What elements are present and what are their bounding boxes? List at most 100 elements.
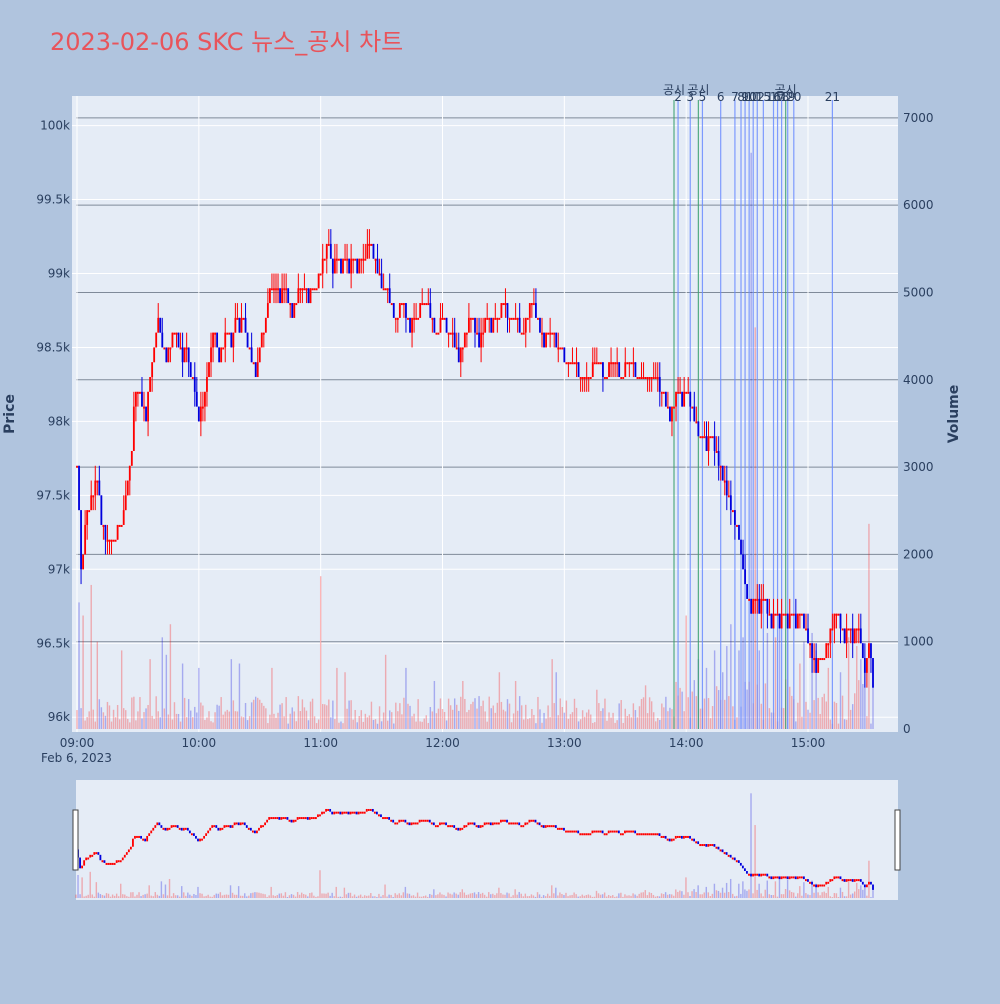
slider-price-mark <box>382 817 384 820</box>
time-tick-label: 13:00 <box>547 736 582 750</box>
slider-volume-bar <box>390 894 392 898</box>
slider-volume-bar <box>337 896 339 898</box>
slider-price-mark <box>768 876 771 879</box>
candle-body <box>380 273 383 289</box>
volume-bar <box>640 698 643 729</box>
slider-price-mark <box>219 827 222 831</box>
slider-volume-bar <box>443 894 445 898</box>
volume-bar <box>728 696 730 729</box>
candle-body <box>859 628 862 644</box>
candle-body <box>662 391 665 394</box>
slider-volume-bar <box>748 889 750 898</box>
volume-bar <box>311 698 314 729</box>
slider-price-mark <box>123 854 126 858</box>
volume-bar <box>313 716 316 729</box>
volume-bar <box>750 152 752 730</box>
slider-volume-bar <box>254 892 256 898</box>
candle-body <box>242 317 245 320</box>
candle-body <box>260 332 263 348</box>
candle-body <box>116 524 119 540</box>
volume-bar <box>435 713 438 729</box>
range-slider-left-handle[interactable] <box>72 809 79 871</box>
volume-bar <box>106 701 109 729</box>
slider-volume-bar <box>201 893 203 898</box>
slider-price-mark <box>536 822 539 825</box>
slider-volume-bar <box>827 886 829 898</box>
candle-body <box>504 303 507 306</box>
slider-volume-bar <box>561 894 563 898</box>
candle-body <box>262 332 265 335</box>
candle-body <box>512 317 515 320</box>
volume-bar <box>827 667 830 729</box>
candle-body <box>545 332 547 348</box>
slider-price-mark <box>558 827 561 830</box>
price-plot-area[interactable] <box>72 96 898 732</box>
slider-price-mark <box>426 819 429 822</box>
slider-price-mark <box>774 876 777 879</box>
slider-volume-bar <box>620 892 622 898</box>
range-slider[interactable] <box>76 780 898 900</box>
slider-volume-bar <box>683 894 685 898</box>
x-axis-date: Feb 6, 2023 <box>41 751 112 765</box>
slider-price-mark <box>542 825 545 828</box>
candle-body <box>778 613 781 629</box>
candle-body <box>537 317 539 320</box>
slider-volume-bar <box>695 892 697 898</box>
slider-volume-bar <box>105 893 108 898</box>
candle-body <box>530 303 533 306</box>
volume-bar <box>447 698 450 729</box>
slider-volume-bar <box>506 892 508 898</box>
volume-bar <box>642 697 645 729</box>
candle-body <box>285 288 288 291</box>
slider-price-mark <box>672 838 675 841</box>
slider-volume-bar <box>463 892 466 898</box>
candle-body <box>841 628 844 631</box>
volume-bar <box>612 712 614 729</box>
slider-price-mark <box>796 876 799 880</box>
slider-volume-bar <box>402 892 405 898</box>
slider-price-mark <box>400 819 403 822</box>
slider-price-mark <box>127 849 130 853</box>
slider-price-mark <box>504 819 506 822</box>
slider-price-mark <box>561 827 563 830</box>
candle-body <box>398 303 401 318</box>
slider-volume-bar <box>612 895 614 898</box>
slider-volume-bar <box>866 895 868 898</box>
volume-bar <box>462 680 464 729</box>
slider-volume-bar <box>843 896 846 898</box>
slider-volume-bar <box>185 895 187 898</box>
volume-bar <box>171 719 174 729</box>
slider-volume-bar <box>762 896 764 898</box>
slider-volume-bar <box>138 892 140 898</box>
slider-price-mark <box>664 835 667 839</box>
volume-bar <box>151 715 153 729</box>
slider-price-mark <box>687 835 689 838</box>
slider-price-mark <box>398 819 401 823</box>
candle-body <box>376 258 379 274</box>
slider-volume-bar <box>115 893 118 898</box>
candle-body <box>717 450 720 466</box>
candle-body <box>441 317 444 320</box>
slider-price-mark <box>416 822 419 825</box>
candle-body <box>199 406 202 422</box>
candle-body <box>750 598 753 614</box>
candle-body <box>593 362 596 365</box>
candle-body <box>721 465 724 481</box>
slider-volume-bar <box>272 895 274 898</box>
slider-volume-bar <box>856 882 858 898</box>
range-slider-right-handle[interactable] <box>894 809 901 871</box>
volume-bar <box>431 711 434 729</box>
candle-body <box>425 303 428 306</box>
candle-body <box>549 332 552 335</box>
slider-volume-bar <box>858 889 860 898</box>
candle-body <box>240 317 243 333</box>
volume-bar <box>833 701 836 729</box>
slider-volume-bar <box>223 894 226 898</box>
volume-tick-label: 0 <box>903 722 911 736</box>
slider-volume-bar <box>176 895 179 898</box>
slider-volume-bar <box>778 878 781 898</box>
slider-volume-bar <box>172 893 175 898</box>
candle-body <box>671 406 673 422</box>
slider-price-mark <box>859 879 862 882</box>
slider-price-mark <box>477 825 480 828</box>
